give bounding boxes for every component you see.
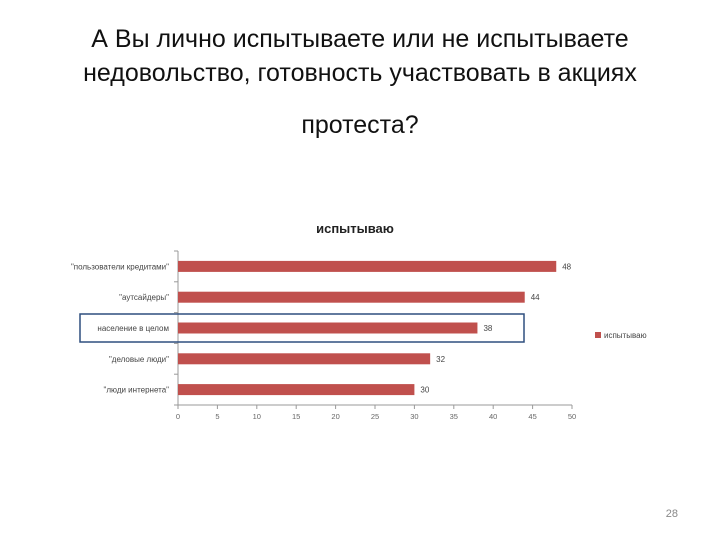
x-tick-label: 5 <box>215 412 219 421</box>
category-label: "деловые люди" <box>109 355 169 364</box>
category-label: "пользователи кредитами" <box>71 262 169 271</box>
page-number: 28 <box>665 508 678 520</box>
slide-title-line-1: А Вы лично испытываете или не испытывает… <box>91 25 629 53</box>
bar <box>178 291 525 303</box>
slide-title-line-2: недовольство, готовность участвовать в а… <box>83 59 637 87</box>
bar <box>178 384 415 396</box>
slide-title-line-3: протеста? <box>301 111 419 139</box>
value-labels: 48 44 38 32 30 <box>420 262 571 394</box>
category-label: "люди интернета" <box>103 386 169 395</box>
highlight-layer <box>79 313 525 343</box>
x-tick-label: 10 <box>253 412 261 421</box>
legend-label: испытываю <box>604 331 647 340</box>
x-tick-label: 45 <box>528 412 536 421</box>
bar <box>178 260 557 272</box>
data-label: 48 <box>562 262 571 271</box>
bar <box>178 353 431 365</box>
category-label: "аутсайдеры" <box>119 293 169 302</box>
category-labels: "пользователи кредитами" "аутсайдеры" насе… <box>71 262 169 394</box>
x-tick-label: 35 <box>450 412 458 421</box>
x-tick-label: 0 <box>176 412 180 421</box>
highlight-box <box>79 313 525 343</box>
data-label: 44 <box>531 293 540 302</box>
chart-title: испытываю <box>316 221 394 236</box>
x-tick-label: 30 <box>410 412 418 421</box>
legend-swatch <box>595 332 601 338</box>
data-label: 30 <box>420 386 429 395</box>
bars-group <box>178 260 557 396</box>
x-tick-label: 20 <box>331 412 339 421</box>
bar <box>178 322 478 334</box>
x-tick-label: 15 <box>292 412 300 421</box>
data-label: 38 <box>483 324 492 333</box>
category-label: население в целом <box>97 324 169 333</box>
x-tick-label: 50 <box>568 412 576 421</box>
legend: испытываю <box>595 331 647 340</box>
slide-title: А Вы лично испытываете или не испытывает… <box>40 22 680 142</box>
x-tick-label: 40 <box>489 412 497 421</box>
x-axis-ticks: 0 5 10 15 20 25 30 35 40 45 50 <box>176 405 576 421</box>
data-label: 32 <box>436 355 445 364</box>
x-tick-label: 25 <box>371 412 379 421</box>
